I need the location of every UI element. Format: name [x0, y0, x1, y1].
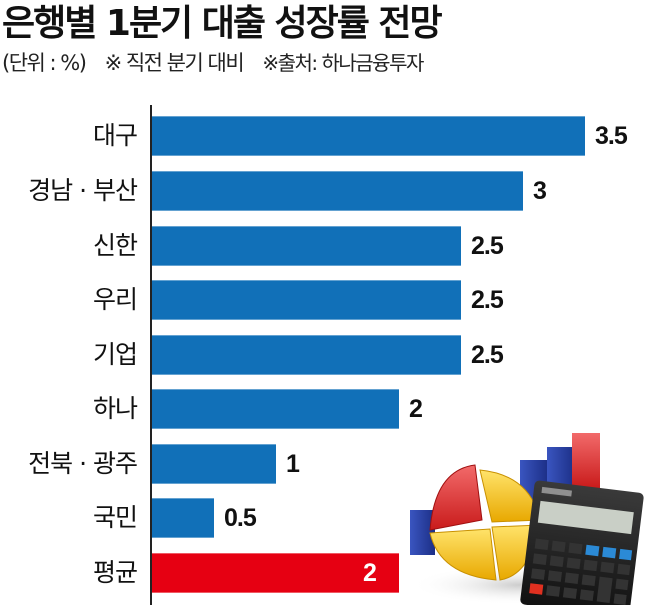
value-label: 2 [409, 395, 423, 423]
value-label: 2 [363, 559, 377, 587]
bar [152, 116, 585, 156]
bar [152, 389, 399, 429]
bar [152, 280, 461, 320]
value-label: 2.5 [471, 341, 504, 369]
unit-label: (단위 : %) [2, 51, 87, 75]
bar-row: 신한 2.5 [0, 226, 653, 266]
bar [152, 226, 461, 266]
value-label: 1 [286, 450, 300, 478]
value-label: 2.5 [471, 232, 504, 260]
bar-row: 평균 2 [0, 553, 653, 593]
calculator-icon [520, 480, 644, 605]
pie-chart-icon [429, 464, 541, 581]
average-bar [152, 553, 399, 593]
source-label: ※출처: 하나금융투자 [262, 51, 424, 75]
bar-row: 경남 · 부산 3 [0, 171, 653, 211]
category-label: 대구 [92, 121, 138, 150]
bar-row: 기업 2.5 [0, 335, 653, 375]
category-label: 경남 · 부산 [28, 176, 138, 205]
bar [152, 498, 214, 538]
bar [152, 171, 523, 211]
value-label: 3 [533, 177, 547, 205]
bar-row: 전북 · 광주 1 [0, 444, 653, 484]
bar [152, 335, 461, 375]
bar-row: 우리 2.5 [0, 280, 653, 320]
category-label: 국민 [92, 503, 138, 532]
category-label: 우리 [92, 285, 138, 314]
bar-row: 대구 3.5 [0, 116, 653, 156]
bar [152, 444, 276, 484]
chart-subtitle: (단위 : %) ※ 직전 분기 대비 ※출처: 하나금융투자 [2, 48, 437, 78]
comparison-note: ※ 직전 분기 대비 [104, 51, 245, 75]
value-label: 3.5 [595, 122, 628, 150]
value-label: 2.5 [471, 286, 504, 314]
y-axis-line [150, 105, 152, 605]
bar-row: 하나 2 [0, 389, 653, 429]
category-label: 기업 [92, 340, 138, 369]
category-label: 평균 [92, 558, 138, 587]
category-label: 신한 [92, 231, 138, 260]
category-label: 하나 [92, 394, 138, 423]
finance-illustration [410, 433, 644, 605]
bar-row: 국민 0.5 [0, 498, 653, 538]
category-label: 전북 · 광주 [28, 449, 138, 478]
chart-title: 은행별 1분기 대출 성장률 전망 [2, 3, 443, 44]
value-label: 0.5 [224, 504, 257, 532]
